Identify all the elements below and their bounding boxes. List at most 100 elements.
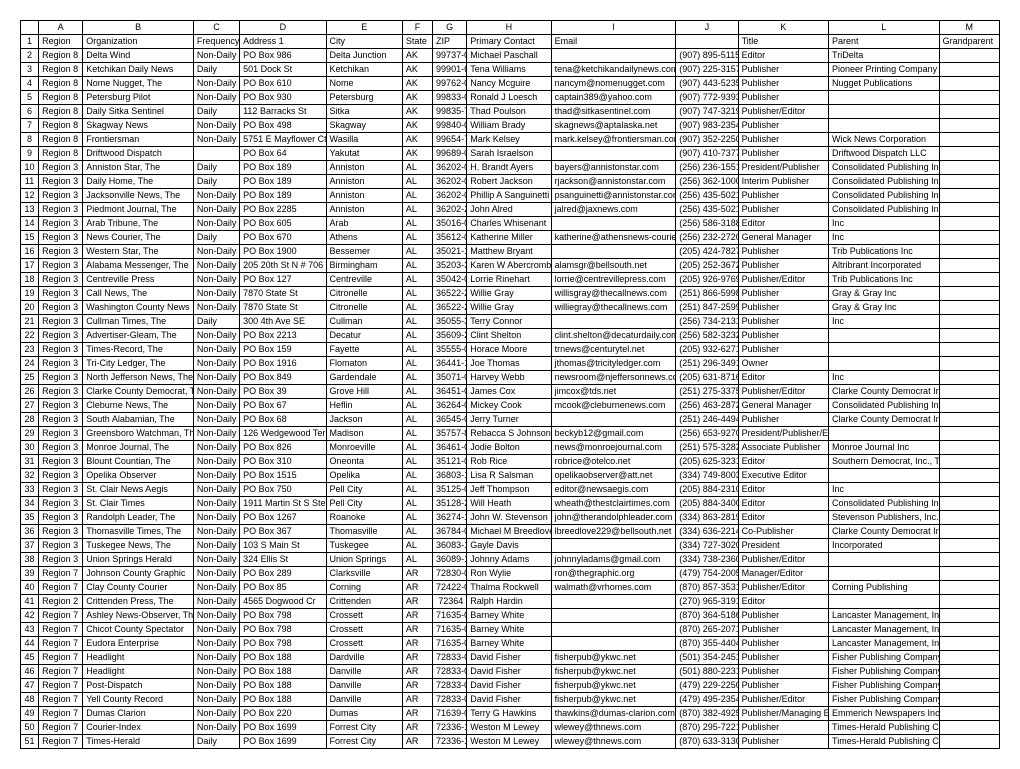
data-cell: Fisher Publishing Company [829,679,940,693]
table-row: 16Region 3Western Star, TheNon-DailyPO B… [21,245,1000,259]
data-cell: Monroe Journal, The [83,441,194,455]
data-cell: Arab [326,217,402,231]
data-cell: 36545-0068 [433,413,467,427]
data-cell: Region 3 [39,287,83,301]
data-cell: Non-Daily [193,651,239,665]
data-cell: Terry Connor [467,315,551,329]
table-row: 3Region 8Ketchikan Daily NewsDaily501 Do… [21,63,1000,77]
data-cell: Crossett [326,609,402,623]
data-cell [939,343,999,357]
header-cell: Email [551,35,676,49]
data-cell: Non-Daily [193,497,239,511]
data-cell: PO Box 1699 [240,735,326,749]
table-row: 47Region 7Post-DispatchNon-DailyPO Box 1… [21,679,1000,693]
header-cell: Parent [829,35,940,49]
data-cell: 35071-0849 [433,371,467,385]
data-cell: 36461-0826 [433,441,467,455]
data-cell: Citronelle [326,301,402,315]
data-cell: Non-Daily [193,189,239,203]
data-cell: PO Box 498 [240,119,326,133]
data-cell: Karen W Abercrombie [467,259,551,273]
data-cell: (205) 625-3231 [676,455,738,469]
data-cell: Editor [738,497,828,511]
column-letter: A [39,21,83,35]
data-cell: Editor [738,371,828,385]
data-cell: Decatur [326,329,402,343]
column-letter: L [829,21,940,35]
table-row: 41Region 2Crittenden Press, TheNon-Daily… [21,595,1000,609]
data-cell: Region 3 [39,315,83,329]
data-cell: Non-Daily [193,357,239,371]
data-cell: (870) 382-4925 [676,707,738,721]
data-cell: Frontiersman [83,133,194,147]
data-cell: Phillip A Sanguinetti [467,189,551,203]
data-cell: (907) 410-7377 [676,147,738,161]
data-cell: Publisher [738,343,828,357]
data-cell: PO Box 849 [240,371,326,385]
data-cell: Skagway News [83,119,194,133]
data-cell: AR [402,651,432,665]
data-cell [939,105,999,119]
data-cell: Michael Paschall [467,49,551,63]
data-cell: Jackson [326,413,402,427]
data-cell: AK [402,49,432,63]
data-cell: 71635-0798 [433,623,467,637]
data-cell: 36202-0189 [433,189,467,203]
table-row: 46Region 7HeadlightNon-DailyPO Box 188Da… [21,665,1000,679]
row-number: 34 [21,497,39,511]
row-number: 6 [21,105,39,119]
data-cell: 72364 [433,595,467,609]
data-cell: 36522-2486 [433,301,467,315]
data-cell: PO Box 85 [240,581,326,595]
data-cell: Joe Thomas [467,357,551,371]
data-cell: Ron Wylie [467,567,551,581]
data-cell: Cleburne News, The [83,399,194,413]
data-cell: PO Box 1267 [240,511,326,525]
data-cell: Region 7 [39,623,83,637]
data-cell: Willie Gray [467,301,551,315]
data-cell: Non-Daily [193,413,239,427]
data-cell: Bessemer [326,245,402,259]
data-cell: Region 3 [39,399,83,413]
table-row: 13Region 3Piedmont Journal, TheNon-Daily… [21,203,1000,217]
data-cell [829,427,940,441]
data-cell: PO Box 159 [240,343,326,357]
data-cell: AR [402,679,432,693]
data-cell: (479) 495-2354 [676,693,738,707]
data-cell: Yell County Record [83,693,194,707]
data-cell: David Fisher [467,665,551,679]
table-row: 25Region 3North Jefferson News, TheNon-D… [21,371,1000,385]
data-cell: Publisher [738,119,828,133]
table-row: 5Region 8Petersburg PilotNon-DailyPO Box… [21,91,1000,105]
data-cell: Gray & Gray Inc [829,301,940,315]
data-cell: David Fisher [467,693,551,707]
data-cell: Terry G Hawkins [467,707,551,721]
column-letter: G [433,21,467,35]
row-number: 44 [21,637,39,651]
data-cell: (256) 582-3232 [676,329,738,343]
data-cell: PO Box 1515 [240,469,326,483]
data-cell: Editor [738,483,828,497]
header-cell: Primary Contact [467,35,551,49]
data-cell: 72422-0085 [433,581,467,595]
data-cell: AL [402,301,432,315]
data-cell [939,287,999,301]
data-cell: St. Clair Times [83,497,194,511]
data-cell: johnnyladams@gmail.com [551,553,676,567]
data-cell: Region 3 [39,525,83,539]
data-cell: Danville [326,693,402,707]
data-cell: 35757-8807 [433,427,467,441]
table-row: 20Region 3Washington County NewsNon-Dail… [21,301,1000,315]
data-cell: Stevenson Publishers, Inc. [829,511,940,525]
data-cell: Johnson County Graphic [83,567,194,581]
data-cell: 99840-0498 [433,119,467,133]
table-row: 11Region 3Daily Home, TheDailyPO Box 189… [21,175,1000,189]
data-cell: Post-Dispatch [83,679,194,693]
header-cell: Grandparent [939,35,999,49]
data-cell: Publisher [738,609,828,623]
data-cell: opelikaobserver@att.net [551,469,676,483]
data-cell [939,259,999,273]
data-cell: AL [402,511,432,525]
data-cell: Daily [193,161,239,175]
row-number: 46 [21,665,39,679]
